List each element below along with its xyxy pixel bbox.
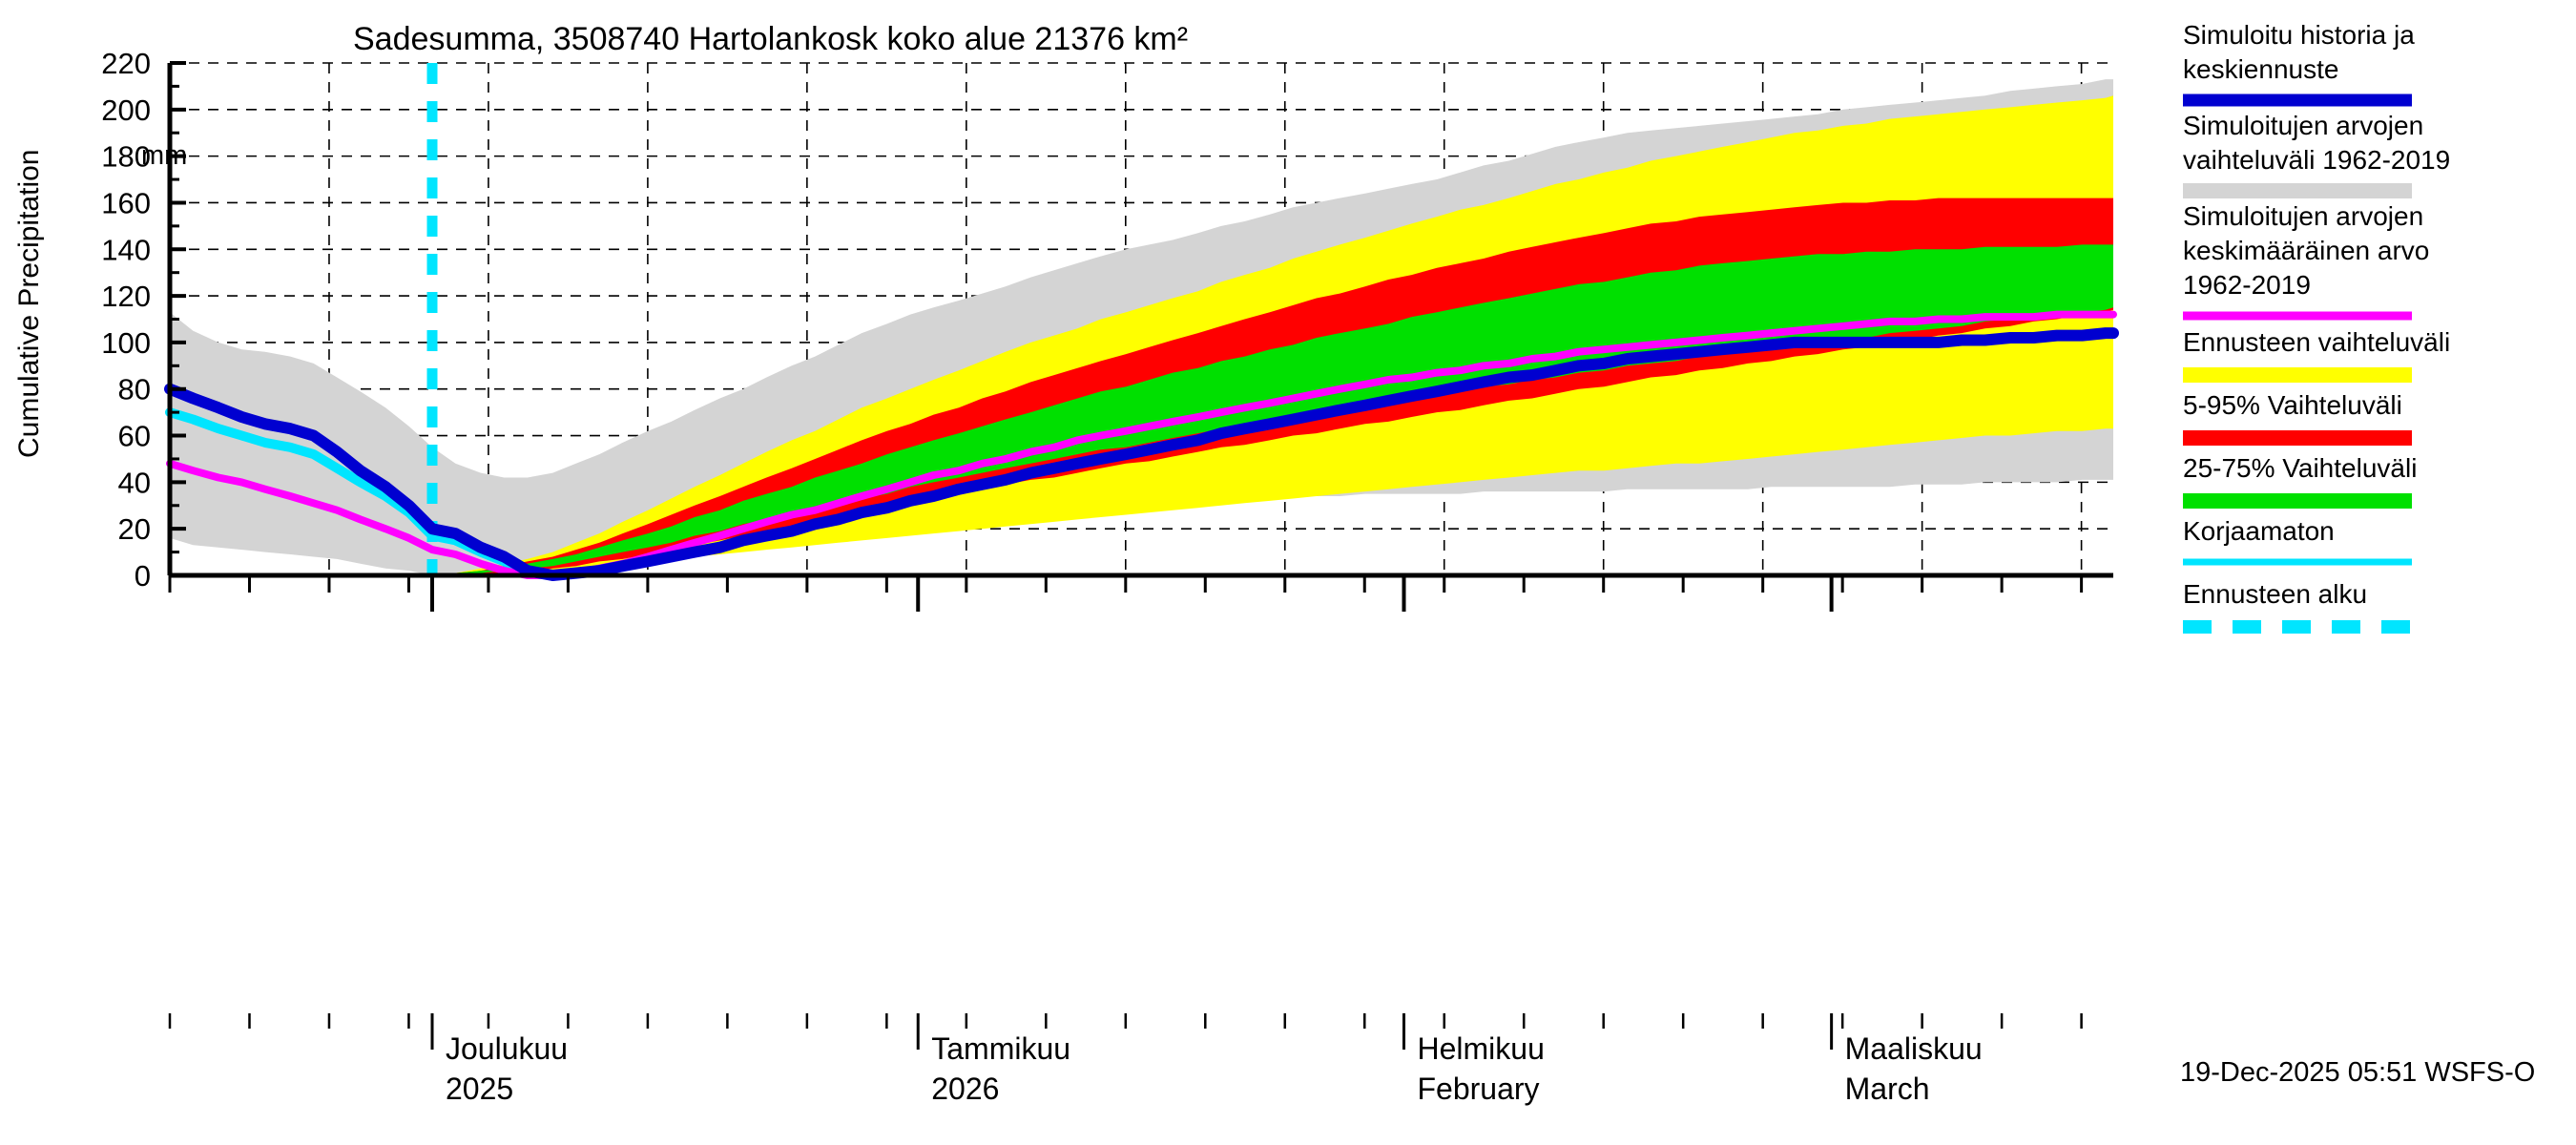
timestamp: 19-Dec-2025 05:51 WSFS-O: [2180, 1057, 2535, 1088]
legend-item-label: keskimääräinen arvo: [2183, 236, 2429, 265]
legend-item-label: keskiennuste: [2183, 54, 2338, 84]
y-tick-label: 160: [101, 186, 151, 219]
legend-item-label: Simuloitujen arvojen: [2183, 111, 2423, 140]
y-tick-label: 20: [118, 512, 151, 546]
x-month-label-fi: Joulukuu: [446, 1031, 568, 1066]
band-25-75: [432, 244, 2113, 575]
x-month-labels: Joulukuu 2025 Tammikuu 2026 Helmikuu February…: [446, 1031, 1983, 1106]
y-axis-title: Cumulative Precipitation: [13, 150, 45, 458]
x-month-label-fi: Tammikuu: [931, 1031, 1070, 1066]
line-sim-history-mean-forecast: [164, 327, 2119, 581]
x-month-label-en: 2026: [931, 1072, 999, 1106]
y-tick-label: 60: [118, 420, 151, 453]
x-month-label-en: February: [1417, 1072, 1539, 1106]
x-month-label-en: March: [1845, 1072, 1930, 1106]
line-mean-1962-2019: [166, 310, 2117, 579]
y-tick-labels: 0 20 40 60 80 100 120 140 160 180 200 220: [101, 47, 151, 593]
x-month-label-en: 2025: [446, 1072, 513, 1106]
legend-item-label: 1962-2019: [2183, 270, 2311, 300]
y-tick-label: 100: [101, 326, 151, 360]
legend-item-label: Simuloitujen arvojen: [2183, 201, 2423, 231]
y-tick-label: 80: [118, 373, 151, 406]
page-title: Sadesumma, 3508740 Hartolankosk koko alu…: [353, 21, 1188, 57]
legend-item-label: Ennusteen vaihteluväli: [2183, 327, 2450, 357]
legend-item-label: 5-95% Vaihteluväli: [2183, 390, 2402, 420]
y-axis-unit: mm: [141, 140, 187, 171]
y-tick-label: 140: [101, 233, 151, 266]
y-tick-label: 180: [101, 140, 151, 174]
legend: Simuloitu historia ja keskiennuste Simuloi…: [2183, 20, 2450, 634]
legend-item-label: Ennusteen alku: [2183, 579, 2367, 609]
legend-item-label: Simuloitu historia ja: [2183, 20, 2415, 50]
y-tick-label: 220: [101, 47, 151, 80]
y-tick-label: 120: [101, 280, 151, 313]
x-month-label-fi: Maaliskuu: [1845, 1031, 1983, 1066]
y-tick-label: 40: [118, 466, 151, 499]
legend-item-label: 25-75% Vaihteluväli: [2183, 453, 2417, 483]
legend-item-label: Korjaamaton: [2183, 516, 2335, 546]
legend-item-label: vaihteluväli 1962-2019: [2183, 145, 2450, 175]
line-layer: [164, 310, 2119, 581]
x-month-label-fi: Helmikuu: [1417, 1031, 1544, 1066]
y-tick-label: 200: [101, 94, 151, 127]
y-tick-label: 0: [135, 559, 151, 593]
band-layer: [170, 63, 2113, 576]
axis-layer: [167, 61, 2113, 1050]
